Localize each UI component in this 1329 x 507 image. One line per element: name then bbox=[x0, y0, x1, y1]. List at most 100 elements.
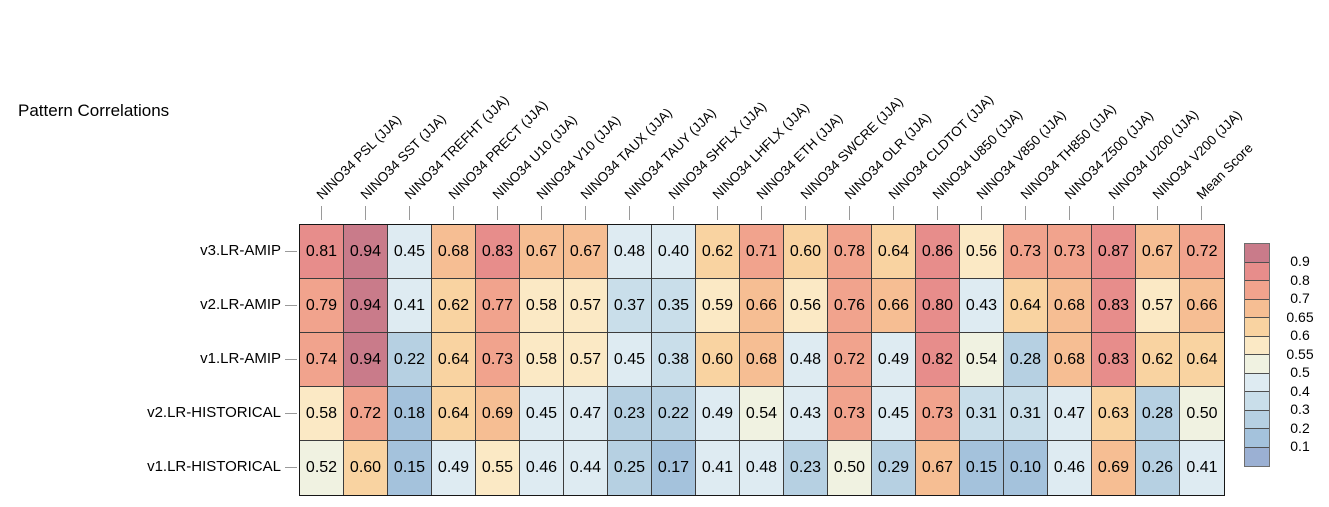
heatmap-cell: 0.80 bbox=[916, 279, 960, 333]
heatmap-cell: 0.72 bbox=[1180, 225, 1224, 279]
heatmap-cell: 0.54 bbox=[740, 387, 784, 441]
heatmap-cell: 0.64 bbox=[1004, 279, 1048, 333]
row-label: v2.LR-AMIP bbox=[200, 296, 281, 313]
heatmap-cell: 0.43 bbox=[784, 387, 828, 441]
colorbar-band bbox=[1245, 447, 1269, 466]
heatmap-cell: 0.66 bbox=[872, 279, 916, 333]
heatmap-cell: 0.28 bbox=[1136, 387, 1180, 441]
row-label: v1.LR-AMIP bbox=[200, 350, 281, 367]
heatmap-cell: 0.46 bbox=[1048, 441, 1092, 495]
row-label: v1.LR-HISTORICAL bbox=[147, 458, 281, 475]
heatmap-cell: 0.76 bbox=[828, 279, 872, 333]
heatmap-cell: 0.57 bbox=[564, 279, 608, 333]
colorbar-band bbox=[1245, 281, 1269, 300]
heatmap-cell: 0.94 bbox=[344, 225, 388, 279]
colorbar-tick-label: 0.3 bbox=[1290, 401, 1310, 417]
column-tick bbox=[1069, 206, 1070, 220]
row-tick bbox=[285, 359, 297, 360]
heatmap-cell: 0.86 bbox=[916, 225, 960, 279]
heatmap-cell: 0.38 bbox=[652, 333, 696, 387]
heatmap-cell: 0.48 bbox=[608, 225, 652, 279]
heatmap-cell: 0.41 bbox=[1180, 441, 1224, 495]
heatmap-cell: 0.69 bbox=[476, 387, 520, 441]
heatmap-cell: 0.58 bbox=[520, 333, 564, 387]
colorbar-band bbox=[1245, 355, 1269, 374]
heatmap-cell: 0.62 bbox=[1136, 333, 1180, 387]
heatmap-cell: 0.67 bbox=[916, 441, 960, 495]
heatmap-cell: 0.64 bbox=[872, 225, 916, 279]
colorbar-band bbox=[1245, 262, 1269, 281]
heatmap-cell: 0.48 bbox=[784, 333, 828, 387]
colorbar-tick-label: 0.7 bbox=[1290, 290, 1310, 306]
heatmap-cell: 0.45 bbox=[388, 225, 432, 279]
column-tick bbox=[541, 206, 542, 220]
heatmap-cell: 0.67 bbox=[1136, 225, 1180, 279]
heatmap-cell: 0.68 bbox=[1048, 333, 1092, 387]
heatmap-cell: 0.73 bbox=[1004, 225, 1048, 279]
heatmap-cell: 0.35 bbox=[652, 279, 696, 333]
colorbar bbox=[1244, 243, 1270, 467]
column-tick bbox=[1157, 206, 1158, 220]
heatmap-cell: 0.60 bbox=[344, 441, 388, 495]
heatmap-cell: 0.63 bbox=[1092, 387, 1136, 441]
heatmap-cell: 0.62 bbox=[432, 279, 476, 333]
column-tick bbox=[585, 206, 586, 220]
column-tick bbox=[937, 206, 938, 220]
heatmap-cell: 0.87 bbox=[1092, 225, 1136, 279]
column-tick bbox=[629, 206, 630, 220]
column-tick bbox=[981, 206, 982, 220]
heatmap-cell: 0.31 bbox=[960, 387, 1004, 441]
colorbar-band bbox=[1245, 318, 1269, 337]
column-tick bbox=[453, 206, 454, 220]
colorbar-band bbox=[1245, 373, 1269, 392]
heatmap-cell: 0.15 bbox=[960, 441, 1004, 495]
heatmap-cell: 0.29 bbox=[872, 441, 916, 495]
heatmap-cell: 0.25 bbox=[608, 441, 652, 495]
colorbar-band bbox=[1245, 410, 1269, 429]
heatmap-cell: 0.68 bbox=[740, 333, 784, 387]
heatmap-cell: 0.46 bbox=[520, 441, 564, 495]
heatmap-cell: 0.94 bbox=[344, 333, 388, 387]
heatmap-cell: 0.54 bbox=[960, 333, 1004, 387]
heatmap-cell: 0.40 bbox=[652, 225, 696, 279]
heatmap-cell: 0.28 bbox=[1004, 333, 1048, 387]
row-tick bbox=[285, 305, 297, 306]
heatmap-cell: 0.49 bbox=[432, 441, 476, 495]
colorbar-band bbox=[1245, 336, 1269, 355]
heatmap-cell: 0.73 bbox=[1048, 225, 1092, 279]
heatmap-cell: 0.59 bbox=[696, 279, 740, 333]
colorbar-tick-label: 0.2 bbox=[1290, 419, 1310, 436]
heatmap-cell: 0.64 bbox=[432, 387, 476, 441]
heatmap-cell: 0.74 bbox=[300, 333, 344, 387]
heatmap-cell: 0.68 bbox=[432, 225, 476, 279]
heatmap-cell: 0.56 bbox=[784, 279, 828, 333]
heatmap-cell: 0.43 bbox=[960, 279, 1004, 333]
heatmap-cell: 0.10 bbox=[1004, 441, 1048, 495]
heatmap-cell: 0.69 bbox=[1092, 441, 1136, 495]
heatmap-cell: 0.58 bbox=[520, 279, 564, 333]
heatmap-cell: 0.60 bbox=[696, 333, 740, 387]
colorbar-tick-label: 0.9 bbox=[1290, 253, 1310, 269]
colorbar-tick-label: 0.1 bbox=[1290, 438, 1310, 454]
heatmap-cell: 0.49 bbox=[872, 333, 916, 387]
colorbar-tick-label: 0.5 bbox=[1290, 364, 1310, 380]
heatmap-cell: 0.26 bbox=[1136, 441, 1180, 495]
heatmap-cell: 0.73 bbox=[476, 333, 520, 387]
heatmap-cell: 0.47 bbox=[564, 387, 608, 441]
heatmap-cell: 0.67 bbox=[564, 225, 608, 279]
heatmap-cell: 0.15 bbox=[388, 441, 432, 495]
heatmap-cell: 0.72 bbox=[828, 333, 872, 387]
heatmap-cell: 0.68 bbox=[1048, 279, 1092, 333]
row-tick bbox=[285, 413, 297, 414]
row-label: v2.LR-HISTORICAL bbox=[147, 404, 281, 421]
column-tick bbox=[805, 206, 806, 220]
column-tick bbox=[365, 206, 366, 220]
heatmap-cell: 0.57 bbox=[564, 333, 608, 387]
column-tick bbox=[849, 206, 850, 220]
heatmap-cell: 0.62 bbox=[696, 225, 740, 279]
heatmap-grid: 0.81 0.94 0.45 0.68 0.83 0.67 0.67 0.48 0.40 0.62… bbox=[299, 224, 1225, 496]
heatmap-cell: 0.94 bbox=[344, 279, 388, 333]
column-tick bbox=[321, 206, 322, 220]
heatmap-cell: 0.66 bbox=[740, 279, 784, 333]
heatmap-cell: 0.45 bbox=[608, 333, 652, 387]
